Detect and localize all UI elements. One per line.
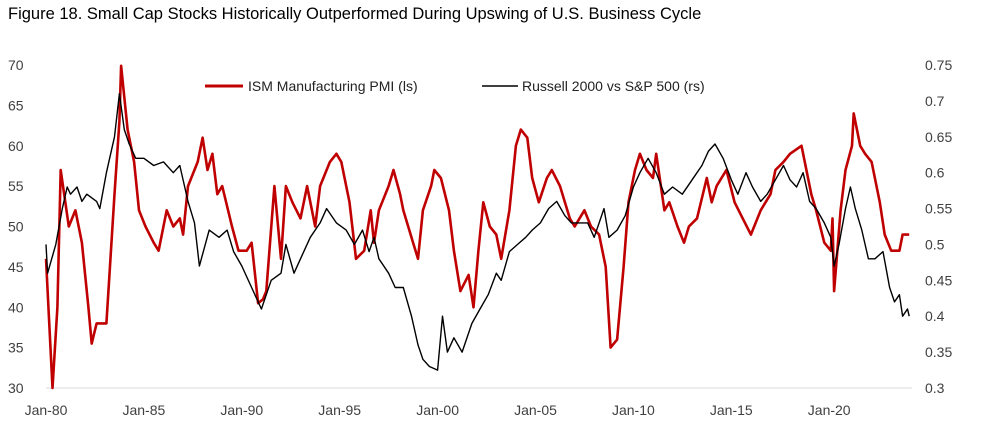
x-tick-label: Jan-00 — [416, 402, 459, 418]
left-tick-label: 35 — [8, 340, 24, 356]
right-tick-label: 0.35 — [925, 344, 952, 360]
x-tick-label: Jan-95 — [318, 402, 361, 418]
right-tick-label: 0.55 — [925, 201, 952, 217]
left-tick-label: 70 — [8, 57, 24, 73]
legend-label-russell: Russell 2000 vs S&P 500 (rs) — [522, 78, 705, 94]
right-tick-label: 0.75 — [925, 57, 952, 73]
x-tick-label: Jan-10 — [612, 402, 655, 418]
right-tick-label: 0.5 — [925, 236, 945, 252]
x-tick-label: Jan-15 — [710, 402, 753, 418]
left-tick-label: 50 — [8, 219, 24, 235]
right-axis-ticks: 0.3 0.35 0.4 0.45 0.5 0.55 0.6 0.65 0.7 0.75 — [925, 57, 952, 396]
x-axis-ticks: Jan-80 Jan-85 Jan-90 Jan-95 Jan-00 Jan-05 Jan-… — [25, 402, 851, 418]
series-line-ism-pmi — [44, 64, 910, 390]
series-group — [44, 64, 910, 390]
right-tick-label: 0.45 — [925, 272, 952, 288]
right-tick-label: 0.4 — [925, 308, 945, 324]
series-line-russell-vs-sp500 — [45, 93, 910, 371]
x-tick-label: Jan-05 — [514, 402, 557, 418]
left-tick-label: 55 — [8, 178, 24, 194]
left-tick-label: 65 — [8, 97, 24, 113]
chart-title: Figure 18. Small Cap Stocks Historically… — [8, 5, 702, 23]
x-tick-label: Jan-90 — [220, 402, 263, 418]
left-axis-ticks: 30 35 40 45 50 55 60 65 70 — [8, 57, 24, 396]
right-tick-label: 0.65 — [925, 129, 952, 145]
x-tick-label: Jan-20 — [808, 402, 851, 418]
legend: ISM Manufacturing PMI (ls) Russell 2000 … — [205, 78, 705, 94]
right-tick-label: 0.7 — [925, 93, 945, 109]
left-tick-label: 45 — [8, 259, 24, 275]
x-tick-label: Jan-85 — [122, 402, 165, 418]
left-tick-label: 60 — [8, 138, 24, 154]
left-tick-label: 40 — [8, 299, 24, 315]
legend-label-ism: ISM Manufacturing PMI (ls) — [248, 78, 418, 94]
x-tick-label: Jan-80 — [25, 402, 68, 418]
left-tick-label: 30 — [8, 380, 24, 396]
right-tick-label: 0.6 — [925, 165, 945, 181]
right-tick-label: 0.3 — [925, 380, 945, 396]
